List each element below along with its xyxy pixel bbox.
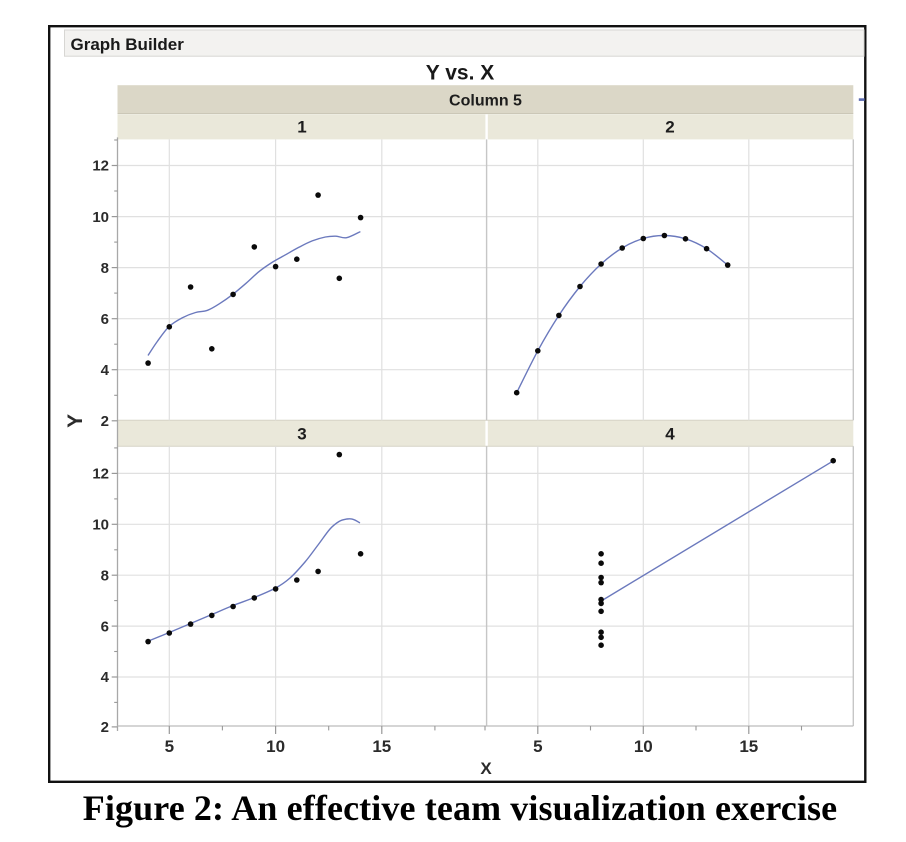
svg-text:12: 12 (92, 158, 109, 175)
svg-text:X: X (480, 759, 492, 778)
svg-text:2: 2 (101, 413, 109, 430)
svg-text:8: 8 (101, 567, 109, 584)
svg-text:3: 3 (297, 425, 306, 444)
svg-text:1: 1 (297, 118, 306, 137)
svg-text:6: 6 (101, 311, 109, 328)
svg-text:Y vs. X: Y vs. X (426, 62, 495, 85)
svg-text:4: 4 (665, 425, 675, 444)
svg-text:6: 6 (101, 618, 109, 635)
svg-text:4: 4 (101, 669, 110, 686)
svg-text:8: 8 (101, 260, 109, 277)
svg-text:5: 5 (533, 737, 542, 756)
svg-text:15: 15 (372, 737, 391, 756)
svg-text:Column 5: Column 5 (449, 92, 522, 109)
svg-text:12: 12 (92, 466, 109, 483)
svg-text:5: 5 (165, 737, 174, 756)
svg-text:4: 4 (101, 362, 110, 379)
svg-text:10: 10 (634, 737, 653, 756)
svg-text:2: 2 (101, 719, 109, 736)
svg-text:Graph Builder: Graph Builder (71, 35, 185, 54)
svg-text:15: 15 (739, 737, 758, 756)
svg-text:2: 2 (665, 118, 674, 137)
svg-text:Y: Y (64, 414, 87, 428)
svg-text:10: 10 (266, 737, 285, 756)
svg-text:10: 10 (92, 517, 109, 534)
svg-text:10: 10 (92, 209, 109, 226)
